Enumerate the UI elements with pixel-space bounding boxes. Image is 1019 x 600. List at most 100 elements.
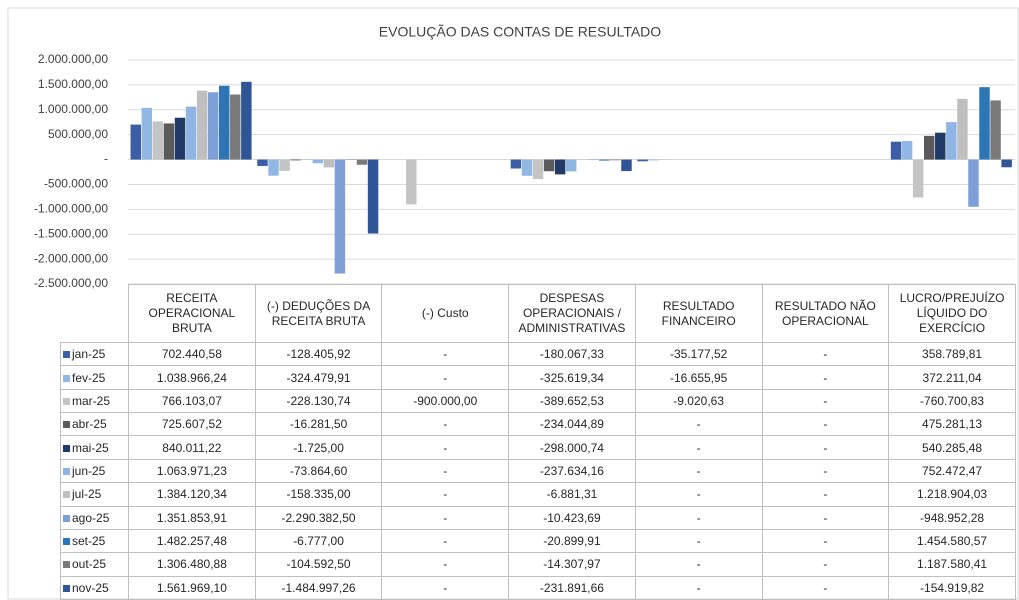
value-cell: 1.306.480,88 (128, 552, 256, 577)
bar (196, 90, 208, 160)
value-cell: - (634, 528, 763, 554)
value-cell: -180.067,33 (508, 341, 636, 367)
series-name: jan-25 (72, 347, 106, 362)
value-cell: - (761, 552, 890, 577)
legend-entry: out-25 (60, 552, 129, 577)
data-table: RECEITA OPERACIONAL BRUTA (-) DEDUÇÕES DA… (60, 284, 1016, 600)
value-cell: -2.290.382,50 (254, 505, 383, 530)
y-tick-label: -500.000,00 (44, 177, 108, 191)
bar (554, 159, 566, 175)
value-cell: 752.472,47 (888, 458, 1016, 484)
value-cell: 358.789,81 (888, 341, 1016, 367)
bar (510, 159, 522, 169)
bar (367, 159, 379, 234)
bar (979, 87, 990, 160)
y-tick-label: -1.000.000,00 (34, 202, 108, 216)
value-cell: - (381, 435, 510, 460)
series-name: fev-25 (72, 370, 106, 385)
table-row: jun-25 1.063.971,23 -73.864,60- -237.634,16… (60, 458, 1016, 484)
value-cell: - (634, 435, 763, 460)
table-row: ago-25 1.351.853,91 -2.290.382,50- -10.423,… (60, 505, 1016, 530)
legend-entry: nov-25 (60, 575, 129, 600)
value-cell: -35.177,52 (634, 341, 763, 367)
value-cell: -128.405,92 (254, 341, 383, 367)
value-cell: -948.952,28 (888, 505, 1016, 530)
bar (935, 132, 946, 160)
table-row: mai-25 840.011,22 -1.725,00- -298.000,74- -5… (60, 435, 1016, 460)
value-cell: 766.103,07 (128, 388, 256, 414)
value-cell: - (381, 458, 510, 484)
value-cell: - (761, 458, 890, 484)
value-cell: -900.000,00 (381, 388, 510, 414)
legend-key (63, 491, 70, 499)
value-cell: - (761, 341, 890, 367)
bar (648, 159, 659, 161)
category-label: LUCRO/PREJUÍZO LÍQUIDO DO EXERCÍCIO (888, 284, 1016, 343)
value-cell: - (634, 458, 763, 484)
value-cell: 725.607,52 (128, 412, 256, 437)
value-cell: -228.130,74 (254, 388, 383, 414)
bar (141, 107, 153, 160)
bar (637, 159, 648, 162)
value-cell: - (761, 505, 890, 530)
bar (163, 123, 175, 160)
legend-key (63, 374, 70, 382)
value-cell: 372.211,04 (888, 365, 1016, 390)
value-cell: - (761, 435, 890, 460)
value-cell: 1.038.966,24 (128, 365, 256, 390)
bar (521, 159, 533, 176)
header-row: RECEITA OPERACIONAL BRUTA (-) DEDUÇÕES DA… (60, 284, 1016, 343)
table-row: nov-25 1.561.969,10 -1.484.997,26- -231.891… (60, 575, 1016, 600)
bar (923, 135, 935, 160)
value-cell: -6.777,00 (254, 528, 383, 554)
y-tick-label: -1.500.000,00 (34, 226, 108, 240)
value-cell: -324.479,91 (254, 365, 383, 390)
value-cell: - (634, 482, 763, 507)
bar (1001, 159, 1012, 168)
y-tick-label: 2.000.000,00 (38, 52, 108, 66)
value-cell: - (381, 341, 510, 367)
bar (312, 159, 324, 164)
bar (957, 98, 968, 160)
bar (406, 159, 417, 205)
table-row: abr-25 725.607,52 -16.281,50- -234.044,89- -… (60, 412, 1016, 437)
value-cell: - (381, 575, 510, 600)
y-tick-label: -2.000.000,00 (34, 251, 108, 265)
value-cell: - (381, 552, 510, 577)
category-label: RECEITA OPERACIONAL BRUTA (128, 284, 256, 343)
bar (990, 100, 1001, 160)
value-cell: -325.619,34 (508, 365, 636, 390)
bar (621, 159, 632, 172)
category-label: (-) Custo (381, 284, 510, 343)
value-cell: -9.020,63 (634, 388, 763, 414)
bar (185, 106, 197, 160)
value-cell: 1.384.120,34 (128, 482, 256, 507)
value-cell: -237.634,16 (508, 458, 636, 484)
series-name: nov-25 (72, 580, 109, 595)
value-cell: 1.218.904,03 (888, 482, 1016, 507)
value-cell: -20.899,91 (508, 528, 636, 554)
value-cell: -14.307,97 (508, 552, 636, 577)
value-cell: -389.652,53 (508, 388, 636, 414)
value-cell: - (761, 412, 890, 437)
value-cell: - (761, 365, 890, 390)
value-cell: 475.281,13 (888, 412, 1016, 437)
value-cell: -1.725,00 (254, 435, 383, 460)
value-cell: -760.700,83 (888, 388, 1016, 414)
legend-key (63, 584, 70, 592)
value-cell: - (761, 528, 890, 554)
legend-key (63, 514, 70, 522)
bar (946, 122, 957, 160)
category-label: RESULTADO NÃO OPERACIONAL (761, 284, 890, 343)
value-cell: - (381, 482, 510, 507)
value-cell: - (761, 482, 890, 507)
value-cell: 1.063.971,23 (128, 458, 256, 484)
value-cell: -10.423,69 (508, 505, 636, 530)
bar (219, 85, 230, 160)
value-cell: -16.281,50 (254, 412, 383, 437)
bar (599, 159, 610, 161)
bar (174, 117, 186, 160)
legend-entry: ago-25 (60, 505, 129, 530)
bar (230, 94, 241, 160)
